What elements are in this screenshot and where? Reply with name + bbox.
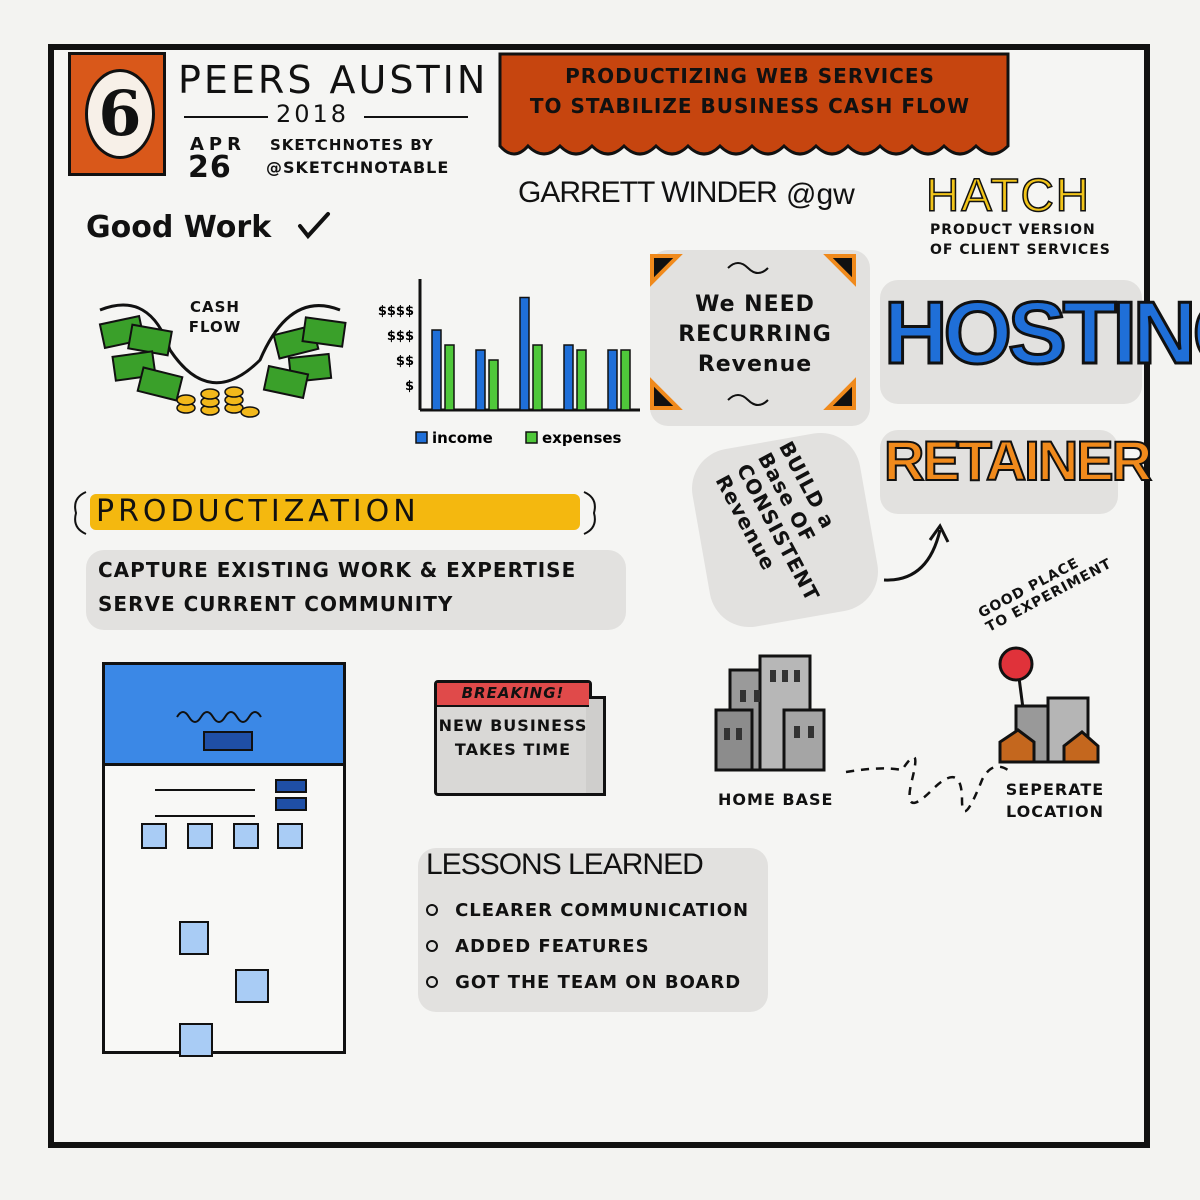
callout-shadow bbox=[650, 250, 870, 426]
newspaper-fold bbox=[586, 696, 606, 796]
retainer-title: RETAINER bbox=[883, 428, 1153, 493]
credit-line-2: @SKETCHNOTABLE bbox=[266, 158, 450, 177]
hatch-line-1: PRODUCT VERSION bbox=[930, 222, 1096, 238]
lesson-item: CLEARER COMMUNICATION bbox=[426, 900, 749, 936]
badge-number: 6 bbox=[98, 77, 142, 150]
newspaper-line-2: TAKES TIME bbox=[454, 740, 572, 759]
good-work-label: Good Work bbox=[86, 210, 272, 245]
wireframe-button-1 bbox=[275, 779, 307, 793]
year-rule-left bbox=[184, 116, 268, 118]
y-tick-label: $$$ bbox=[387, 329, 414, 344]
bar-expenses bbox=[444, 344, 455, 411]
cash-flow-line-1: CASH bbox=[190, 298, 240, 316]
lessons-title: LESSONS LEARNED bbox=[426, 848, 704, 881]
bar-expenses bbox=[620, 349, 631, 411]
website-wireframe bbox=[102, 662, 346, 1057]
bar-income bbox=[475, 349, 486, 411]
wireframe-image-2 bbox=[235, 969, 269, 1003]
year-rule-right bbox=[364, 116, 468, 118]
productization-line-2: SERVE CURRENT COMMUNITY bbox=[98, 592, 454, 616]
legend-swatch-expenses bbox=[525, 431, 538, 444]
callout-line-1: We NEED bbox=[695, 292, 815, 317]
income-expense-chart: $$$$$$$$$$income expenses bbox=[378, 279, 640, 447]
hosting-shadow bbox=[880, 280, 1142, 404]
wireframe-image-1 bbox=[179, 921, 209, 955]
wireframe-image-3 bbox=[179, 1023, 213, 1057]
bar-income bbox=[431, 329, 442, 411]
map-pin-icon bbox=[998, 646, 1100, 764]
arrow-up-icon bbox=[883, 523, 950, 582]
productization-highlight bbox=[90, 494, 580, 530]
lessons-shadow bbox=[418, 848, 768, 1012]
title-banner bbox=[498, 52, 1010, 156]
callout-corners bbox=[650, 254, 856, 410]
newspaper-line-1: NEW BUSINESS bbox=[438, 716, 588, 735]
bracket-right-icon bbox=[583, 491, 596, 535]
bar-expenses bbox=[576, 349, 587, 411]
bar-expenses bbox=[488, 359, 499, 411]
speaker-handle: @gw bbox=[786, 178, 855, 211]
lesson-text: CLEARER COMMUNICATION bbox=[455, 900, 750, 921]
coin-stack-icon bbox=[176, 386, 260, 418]
wireframe-card-3 bbox=[233, 823, 259, 849]
retainer-shadow bbox=[880, 430, 1118, 514]
money-bill-icon bbox=[98, 314, 347, 402]
banner-line-2: TO STABILIZE BUSINESS CASH FLOW bbox=[529, 94, 971, 118]
separate-line-2: LOCATION bbox=[1006, 802, 1104, 821]
separate-line-1: SEPERATE bbox=[1005, 780, 1105, 799]
bullet-icon bbox=[426, 940, 438, 952]
lesson-item: ADDED FEATURES bbox=[426, 936, 749, 972]
bar-expenses bbox=[532, 344, 543, 411]
legend-label-income: income bbox=[432, 429, 493, 447]
bar-income bbox=[519, 296, 530, 411]
event-year: 2018 bbox=[276, 100, 350, 128]
callout-line-2: RECURRING bbox=[678, 322, 832, 347]
bullet-icon bbox=[426, 904, 438, 916]
y-tick-label: $$ bbox=[396, 354, 414, 369]
bar-income bbox=[563, 344, 574, 411]
speaker-name: GARRETT WINDER bbox=[518, 176, 778, 209]
dashed-path bbox=[845, 756, 1009, 813]
wireframe-hero-button bbox=[203, 731, 253, 751]
event-month: APR bbox=[190, 134, 246, 155]
event-title: PEERS AUSTIN bbox=[178, 58, 489, 102]
wireframe-card-2 bbox=[187, 823, 213, 849]
wireframe-button-2 bbox=[275, 797, 307, 811]
productization-line-1: CAPTURE EXISTING WORK & EXPERTISE bbox=[98, 558, 577, 582]
badge-ring bbox=[85, 69, 155, 159]
hosting-title: HOSTING bbox=[883, 282, 1200, 384]
bar-income bbox=[607, 349, 618, 411]
wireframe-card-4 bbox=[277, 823, 303, 849]
y-tick-label: $ bbox=[405, 379, 414, 394]
home-base-label: HOME BASE bbox=[718, 790, 834, 809]
bullet-icon bbox=[426, 976, 438, 988]
credit-line-1: SKETCHNOTES BY bbox=[270, 136, 434, 154]
lessons-list: CLEARER COMMUNICATION ADDED FEATURES GOT… bbox=[426, 900, 749, 1008]
event-day: 26 bbox=[188, 150, 232, 185]
cash-flow-illustration bbox=[98, 303, 347, 418]
legend-swatch-income bbox=[415, 431, 428, 444]
buildings-icon bbox=[714, 654, 826, 772]
bracket-left-icon bbox=[74, 491, 87, 535]
newspaper-tag-bg bbox=[437, 683, 589, 707]
productization-title: PRODUCTIZATION bbox=[96, 494, 420, 529]
legend-label-expenses: expenses bbox=[542, 429, 622, 447]
wireframe-scribble bbox=[176, 711, 262, 723]
number-badge: 6 bbox=[68, 52, 166, 176]
wireframe-card-1 bbox=[141, 823, 167, 849]
check-icon bbox=[298, 212, 330, 240]
productization-shadow bbox=[86, 550, 626, 630]
newspaper-tag: BREAKING! bbox=[461, 684, 565, 702]
banner-line-1: PRODUCTIZING WEB SERVICES bbox=[565, 64, 935, 88]
cash-flow-line-2: FLOW bbox=[188, 318, 242, 336]
lesson-text: GOT THE TEAM ON BOARD bbox=[455, 972, 742, 993]
hatch-logo: HATCH bbox=[925, 168, 1092, 222]
y-tick-label: $$$$ bbox=[378, 304, 414, 319]
wireframe-text-lines bbox=[155, 789, 255, 817]
hatch-line-2: OF CLIENT SERVICES bbox=[930, 242, 1111, 258]
callout-line-3: Revenue bbox=[697, 352, 813, 377]
lesson-text: ADDED FEATURES bbox=[455, 936, 650, 957]
lesson-item: GOT THE TEAM ON BOARD bbox=[426, 972, 749, 1008]
